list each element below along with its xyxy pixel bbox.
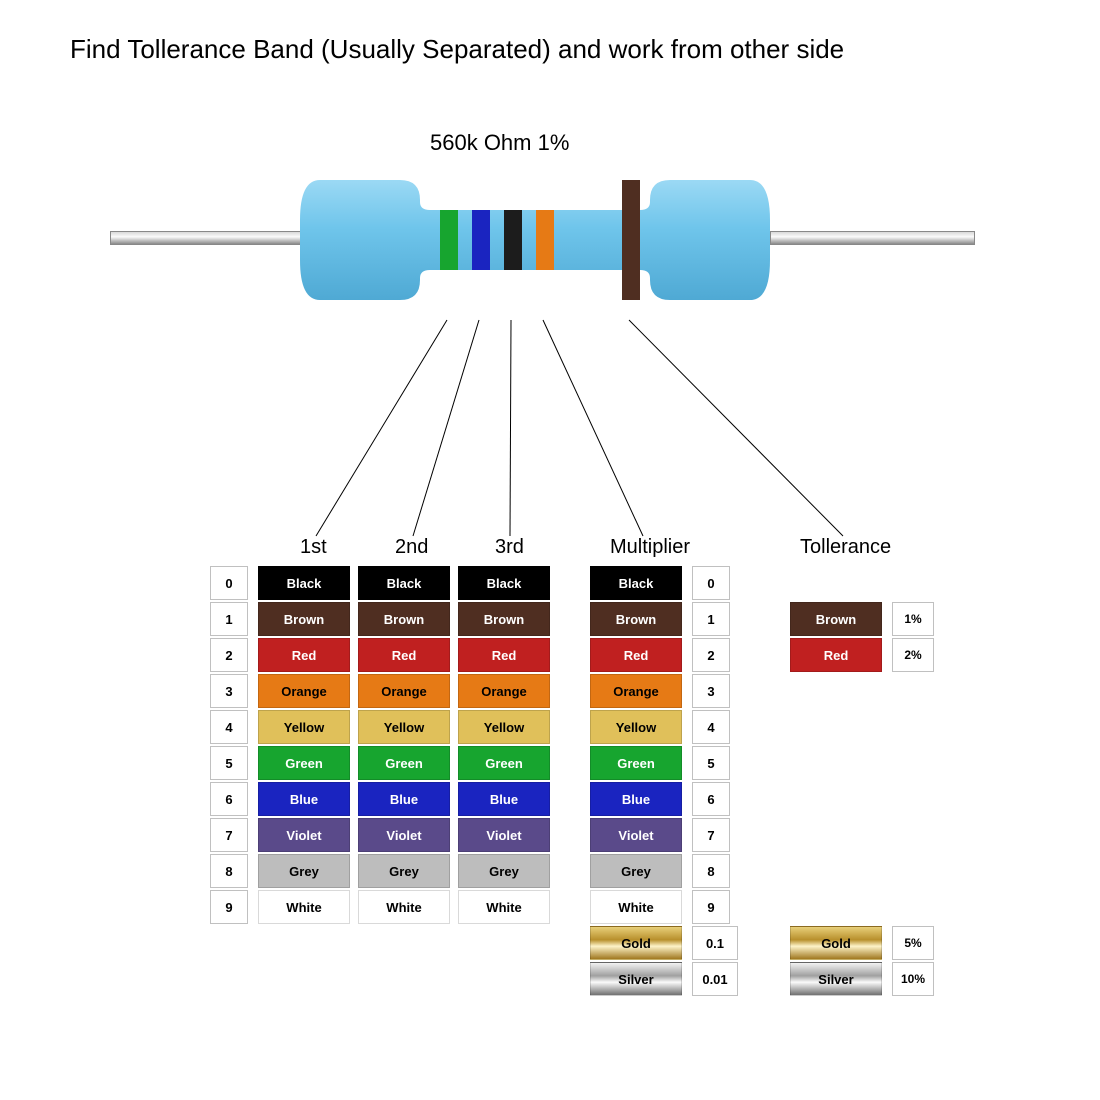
digit-cell: 3 [210,674,248,708]
connector-line [629,320,843,536]
tolerance-color-cell: Gold [790,926,882,960]
color-cell: Blue [258,782,350,816]
color-cell: Brown [258,602,350,636]
digit-cell: 0 [210,566,248,600]
tolerance-color-cell: Brown [790,602,882,636]
column-header: 3rd [495,536,524,559]
color-cell: Blue [458,782,550,816]
multiplier-color-cell: Yellow [590,710,682,744]
multiplier-digit-cell: 1 [692,602,730,636]
multiplier-digit-cell: 2 [692,638,730,672]
color-cell: White [458,890,550,924]
tolerance-value-cell: 5% [892,926,934,960]
color-cell: Green [458,746,550,780]
multiplier-digit-cell: 3 [692,674,730,708]
color-cell: Black [258,566,350,600]
digit-cell: 6 [210,782,248,816]
digit-cell: 4 [210,710,248,744]
color-cell: Red [358,638,450,672]
tolerance-value-cell: 2% [892,638,934,672]
multiplier-color-cell: Gold [590,926,682,960]
color-cell: Brown [458,602,550,636]
tolerance-value-cell: 10% [892,962,934,996]
color-cell: Black [358,566,450,600]
color-cell: Orange [458,674,550,708]
digit-cell: 2 [210,638,248,672]
digit-cell: 1 [210,602,248,636]
digit-cell: 7 [210,818,248,852]
column-header: Tollerance [800,536,891,559]
multiplier-digit-cell: 0 [692,566,730,600]
color-cell: Green [358,746,450,780]
color-cell: Green [258,746,350,780]
multiplier-digit-cell: 9 [692,890,730,924]
color-cell: Violet [458,818,550,852]
column-header: 1st [300,536,327,559]
color-cell: Brown [358,602,450,636]
color-cell: White [358,890,450,924]
multiplier-digit-cell: 7 [692,818,730,852]
multiplier-color-cell: White [590,890,682,924]
multiplier-color-cell: Red [590,638,682,672]
connector-line [510,320,511,536]
connector-line [413,320,479,536]
multiplier-color-cell: Silver [590,962,682,996]
multiplier-color-cell: Blue [590,782,682,816]
color-cell: Violet [358,818,450,852]
multiplier-digit-cell: 0.01 [692,962,738,996]
connector-line [543,320,643,536]
color-cell: Grey [458,854,550,888]
digit-cell: 9 [210,890,248,924]
color-cell: Yellow [258,710,350,744]
multiplier-color-cell: Orange [590,674,682,708]
multiplier-color-cell: Green [590,746,682,780]
multiplier-digit-cell: 8 [692,854,730,888]
color-cell: Yellow [458,710,550,744]
color-cell: Violet [258,818,350,852]
multiplier-color-cell: Violet [590,818,682,852]
multiplier-color-cell: Black [590,566,682,600]
tolerance-value-cell: 1% [892,602,934,636]
color-cell: Blue [358,782,450,816]
color-cell: Yellow [358,710,450,744]
color-cell: Red [258,638,350,672]
tolerance-color-cell: Silver [790,962,882,996]
color-cell: Grey [258,854,350,888]
connector-line [316,320,447,536]
tolerance-color-cell: Red [790,638,882,672]
color-cell: Orange [258,674,350,708]
multiplier-digit-cell: 0.1 [692,926,738,960]
multiplier-color-cell: Grey [590,854,682,888]
multiplier-color-cell: Brown [590,602,682,636]
multiplier-digit-cell: 6 [692,782,730,816]
color-cell: Orange [358,674,450,708]
color-cell: Grey [358,854,450,888]
digit-cell: 5 [210,746,248,780]
digit-cell: 8 [210,854,248,888]
color-cell: White [258,890,350,924]
color-cell: Red [458,638,550,672]
multiplier-digit-cell: 4 [692,710,730,744]
column-header: Multiplier [610,536,690,559]
column-header: 2nd [395,536,428,559]
connector-lines [0,0,1100,1100]
color-cell: Black [458,566,550,600]
multiplier-digit-cell: 5 [692,746,730,780]
